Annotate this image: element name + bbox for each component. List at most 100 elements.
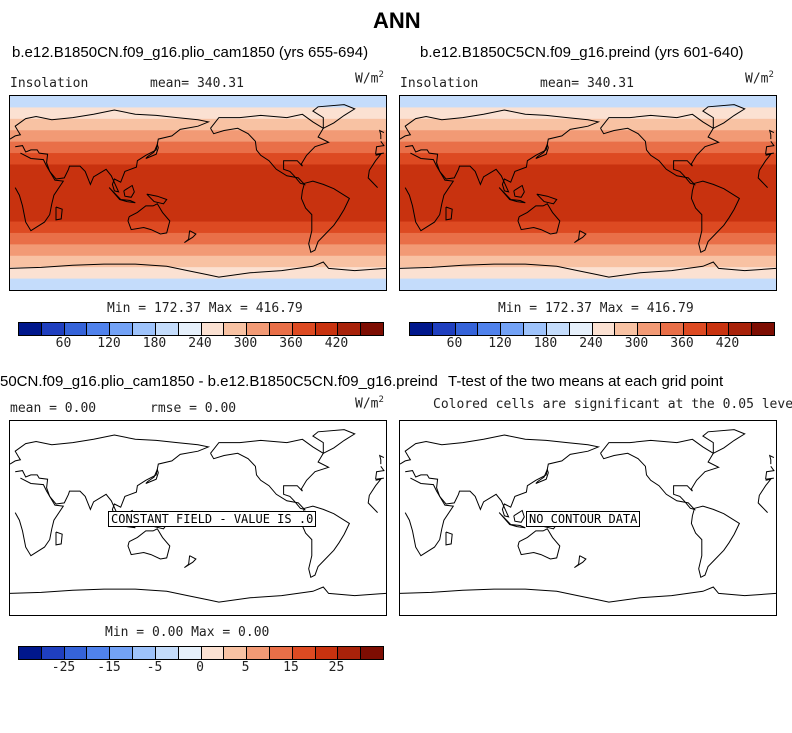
colorbar-swatch [247, 647, 270, 659]
coastline [768, 129, 775, 140]
colorbar-swatch [110, 323, 134, 335]
insolation-band [400, 244, 776, 257]
panel4-title: T-test of the two means at each grid poi… [448, 373, 724, 390]
map-2 [400, 96, 776, 290]
colorbar-swatch [478, 323, 502, 335]
colorbar-swatch [683, 323, 707, 335]
coastline [312, 104, 356, 129]
panel3-rmse: rmse = 0.00 [150, 401, 237, 416]
insolation-band [400, 141, 776, 154]
colorbar-swatch [660, 323, 684, 335]
colorbar-tick-label: -5 [146, 660, 163, 675]
colorbar-swatch [247, 323, 270, 335]
colorbar-swatch [201, 323, 225, 335]
coastline [14, 152, 65, 232]
coastline [574, 555, 587, 569]
coastline [375, 477, 384, 480]
insolation-band [400, 232, 776, 245]
coastline [765, 141, 775, 155]
insolation-band [10, 278, 386, 290]
colorbar-swatch [410, 323, 433, 335]
insolation-band [10, 187, 386, 200]
map-panel-4: NO CONTOUR DATA [399, 420, 777, 616]
panel4-subtitle: Colored cells are significant at the 0.0… [433, 397, 792, 412]
coastline [300, 505, 351, 579]
insolation-band [400, 107, 776, 120]
colorbar-1 [18, 322, 384, 336]
coastline [367, 153, 383, 188]
colorbar-swatch [224, 647, 248, 659]
coastline [600, 113, 720, 186]
insolation-band [400, 278, 776, 290]
colorbar-swatch [729, 323, 753, 335]
colorbar-swatch [361, 647, 383, 659]
colorbar-swatch [432, 323, 456, 335]
colorbar-tick-label: 120 [97, 336, 121, 351]
coastline [312, 429, 356, 454]
coastline [400, 434, 601, 518]
coastline [375, 152, 384, 155]
coastline [535, 143, 549, 159]
colorbar-swatch [41, 323, 65, 335]
colorbar-swatch [155, 323, 179, 335]
colorbar-3-ticks: -25 -15 -5 0 5 15 25 [18, 658, 382, 675]
coastline [768, 454, 775, 465]
colorbar-swatch [315, 647, 339, 659]
colorbar-swatch [87, 323, 111, 335]
insolation-band [400, 118, 776, 131]
panel1-title: b.e12.B1850CN.f09_g16.plio_cam1850 (yrs … [12, 44, 369, 61]
insolation-band [10, 130, 386, 143]
coastline [123, 184, 135, 198]
coastline [184, 230, 197, 244]
colorbar-swatch [178, 323, 202, 335]
coastline [210, 113, 330, 186]
colorbar-swatch [315, 323, 339, 335]
insolation-band [10, 198, 386, 211]
panel1-minmax: Min = 172.37 Max = 416.79 [107, 301, 303, 316]
insolation-band [400, 175, 776, 188]
colorbar-tick-label: -15 [97, 660, 121, 675]
coastline [400, 586, 776, 603]
colorbar-tick-label: 25 [328, 660, 345, 675]
coastline [300, 180, 351, 254]
colorbar-2-ticks: 60 120 180 240 300 360 420 [409, 334, 773, 351]
coastline [517, 203, 561, 235]
colorbar-swatch [178, 647, 202, 659]
colorbar-swatch [524, 323, 547, 335]
coastline [702, 429, 746, 454]
coastline [367, 478, 383, 513]
colorbar-swatch [19, 323, 42, 335]
colorbar-tick-label: 60 [446, 336, 463, 351]
coastline [404, 152, 455, 232]
panel4-annotation: NO CONTOUR DATA [526, 511, 641, 527]
insolation-band [10, 244, 386, 257]
coastline [127, 528, 171, 560]
coastline [600, 438, 720, 511]
colorbar-swatch [569, 323, 593, 335]
insolation-band [400, 221, 776, 234]
panel3-annotation: CONSTANT FIELD - VALUE IS .0 [108, 511, 317, 527]
panel2-title: b.e12.B1850C5CN.f09_g16.preind (yrs 601-… [420, 44, 744, 61]
colorbar-2 [409, 322, 775, 336]
insolation-band [400, 187, 776, 200]
insolation-band [400, 96, 776, 109]
insolation-band [10, 255, 386, 268]
colorbar-swatch [638, 323, 661, 335]
panel2-minmax: Min = 172.37 Max = 416.79 [498, 301, 694, 316]
coastline [498, 187, 526, 204]
insolation-band [10, 118, 386, 131]
colorbar-swatch [592, 323, 616, 335]
coastline [445, 206, 453, 221]
coastline [513, 509, 525, 523]
colorbar-swatch [501, 323, 525, 335]
colorbar-swatch [269, 323, 293, 335]
main-title: ANN [373, 8, 421, 33]
coastline [10, 586, 386, 603]
insolation-band [400, 153, 776, 166]
coastline [10, 261, 386, 278]
colorbar-swatch [64, 647, 88, 659]
insolation-band [10, 107, 386, 120]
map-panel-3: CONSTANT FIELD - VALUE IS .0 [9, 420, 387, 616]
colorbar-swatch [41, 647, 65, 659]
coastline [378, 454, 385, 465]
